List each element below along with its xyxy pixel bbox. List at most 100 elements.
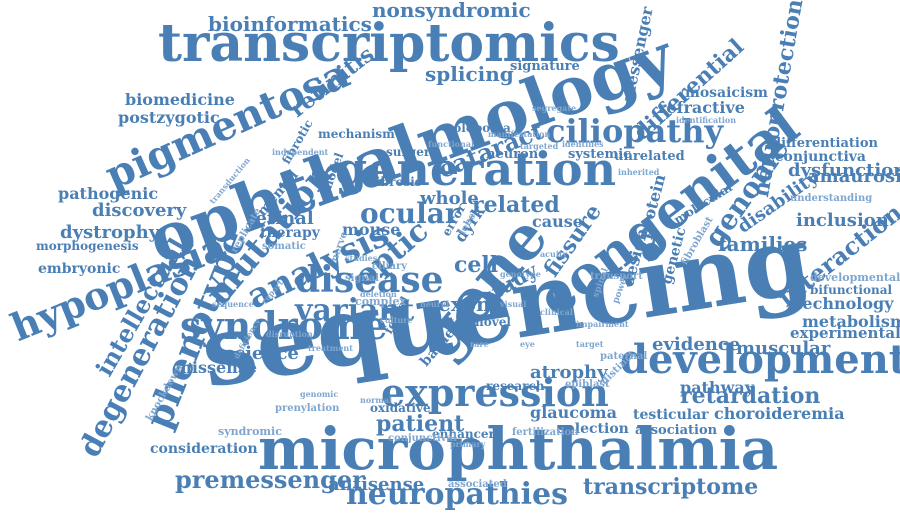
word: identifies: [562, 139, 604, 149]
word: antisense: [328, 474, 425, 495]
word: neural: [420, 299, 450, 309]
word: mosaicism: [685, 85, 768, 101]
word: microphthalmia: [258, 415, 779, 483]
word: somatic: [262, 241, 306, 252]
word: bifunctional: [810, 283, 893, 297]
word: genomic: [300, 389, 339, 399]
word: association: [635, 423, 718, 438]
word: impairment: [576, 319, 629, 329]
word: embryonic: [38, 261, 121, 277]
word: rare: [470, 339, 489, 349]
word: discovery: [92, 200, 187, 221]
word: acuity: [540, 249, 568, 259]
word: inherited: [618, 167, 660, 177]
word: mouse: [342, 220, 401, 239]
word: dysfunction: [788, 160, 900, 181]
word: inclusion: [796, 210, 889, 231]
word: deletion: [360, 289, 397, 299]
word: whole: [420, 188, 479, 209]
word: metabolism: [802, 312, 900, 331]
word: fibrosis: [372, 175, 422, 189]
word: pathogenic: [58, 184, 159, 203]
word: atrophy: [530, 362, 608, 383]
word: technology: [795, 294, 894, 313]
word: syndromic: [218, 425, 282, 438]
word: eye: [520, 339, 535, 349]
word: conjunctival: [388, 433, 457, 444]
word: developmental: [810, 271, 900, 284]
word: postzygotic: [118, 108, 220, 127]
word: oxidative: [370, 401, 431, 415]
word: ocular: [360, 197, 460, 230]
word: variant: [295, 293, 415, 328]
word: experimental: [790, 324, 900, 342]
word: associated: [448, 479, 507, 490]
word: target: [576, 339, 604, 349]
word: retinal: [246, 208, 314, 229]
word: development: [620, 336, 900, 383]
word: ciliopathy: [546, 112, 724, 150]
word: patient: [376, 411, 465, 437]
word: exon: [438, 292, 491, 316]
word: nonsyndromic: [372, 0, 531, 22]
word: transcriptome: [583, 474, 759, 500]
word: mechanism: [318, 127, 395, 141]
word: culture: [380, 315, 413, 325]
word: novel: [475, 315, 511, 329]
word: epiblast: [565, 379, 610, 390]
word: surgery: [386, 145, 438, 159]
word: transport: [590, 271, 643, 282]
word: disruption: [266, 329, 313, 339]
word: testicular: [633, 407, 709, 423]
word: selection: [558, 421, 629, 437]
word: missense: [175, 358, 258, 377]
word: genotype: [500, 269, 541, 279]
word: sequence: [212, 299, 254, 309]
word: independent: [272, 147, 329, 157]
word: retardation: [680, 383, 821, 409]
word: science: [224, 343, 299, 364]
word: primary: [450, 439, 486, 449]
word: expression: [381, 370, 609, 415]
word: choroideremia: [714, 404, 845, 423]
word: normal: [360, 395, 393, 405]
word: motor: [428, 315, 469, 329]
word: targeted: [520, 141, 559, 151]
word: generation: [335, 142, 617, 196]
word: refractive: [658, 98, 745, 117]
word: disease: [295, 259, 444, 301]
word: syndrome: [180, 303, 388, 348]
word: segregate: [532, 103, 577, 113]
word: signature: [510, 59, 580, 74]
word: pathway: [680, 378, 755, 397]
word: fertilization: [512, 427, 579, 438]
word: systemic: [568, 147, 632, 162]
word: differentiation: [772, 136, 878, 151]
word: signal: [345, 273, 379, 284]
word: consideration: [150, 441, 258, 457]
word: related: [472, 192, 560, 218]
word: enhancer: [432, 427, 495, 441]
word: amaurosis: [808, 166, 900, 187]
word: neuron: [486, 147, 539, 162]
word: dystrophy: [60, 222, 160, 243]
word: evidence: [652, 334, 741, 355]
word: coloboma: [446, 121, 511, 135]
word: unrelated: [614, 149, 685, 164]
word: cause: [532, 212, 583, 231]
word: manifestation: [488, 129, 551, 139]
word: prenylation: [275, 403, 340, 414]
word: clinical: [540, 307, 573, 317]
word: glaucoma: [530, 403, 617, 422]
word: studies: [345, 253, 378, 263]
word: visual: [500, 299, 527, 309]
word: morphogenesis: [36, 239, 139, 253]
word: paternal: [600, 351, 648, 362]
word: treatment: [308, 343, 353, 353]
word: ciliary: [372, 261, 408, 272]
word: bioinformatics: [208, 12, 372, 36]
word: understanding: [790, 193, 873, 204]
word: neuropathies: [346, 477, 568, 512]
word: complex: [355, 295, 407, 308]
